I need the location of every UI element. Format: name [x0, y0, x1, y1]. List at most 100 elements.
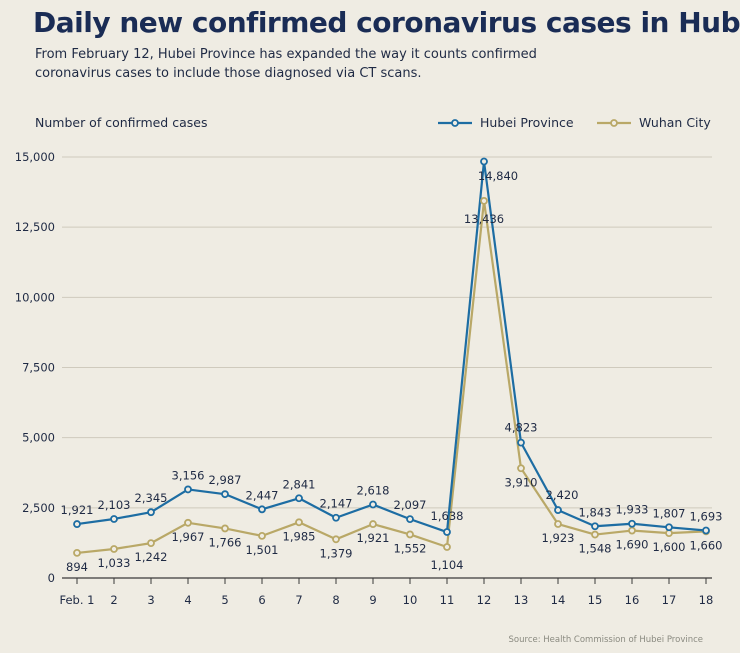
x-tick-label: 12: [477, 593, 492, 607]
data-label: 1,766: [209, 535, 242, 549]
data-point: [517, 464, 525, 473]
data-label: 894: [66, 560, 88, 574]
data-point: [258, 505, 266, 514]
data-point: [369, 500, 377, 509]
data-point: [480, 196, 488, 205]
data-label: 2,987: [209, 473, 242, 487]
x-tick-label: 6: [258, 593, 265, 607]
chart-subtitle: From February 12, Hubei Province has exp…: [35, 47, 537, 81]
data-point: [332, 535, 340, 544]
data-label: 1,501: [246, 543, 279, 557]
data-label: 1,693: [690, 509, 723, 523]
data-label: 2,103: [98, 498, 131, 512]
legend-label-hubei: Hubei Province: [480, 115, 574, 130]
data-point: [443, 528, 451, 536]
x-tick-label: Feb. 1: [60, 593, 95, 607]
data-point: [147, 508, 155, 517]
data-point: [184, 485, 192, 494]
data-point: [628, 519, 636, 528]
data-label: 1,807: [653, 506, 686, 520]
x-tick-label: 15: [588, 593, 603, 607]
x-tick-label: 9: [369, 593, 376, 607]
data-point: [554, 506, 562, 514]
y-tick-label: 7,500: [22, 361, 55, 375]
series-line-wuhan: [76, 199, 707, 555]
data-label: 2,618: [357, 484, 390, 498]
legend-marker: [610, 119, 618, 127]
data-label: 1,548: [579, 542, 612, 556]
data-point: [73, 520, 81, 528]
data-point: [406, 530, 414, 539]
data-label: 1,033: [98, 556, 131, 570]
data-point: [406, 515, 414, 524]
data-label: 1,985: [283, 529, 316, 543]
data-label: 14,840: [478, 169, 518, 183]
x-tick-label: 10: [403, 593, 418, 607]
data-point: [702, 526, 710, 535]
y-tick-label: 5,000: [22, 431, 55, 445]
data-label: 1,921: [357, 531, 390, 545]
chart-title: Daily new confirmed coronavirus cases in…: [33, 6, 740, 39]
data-point: [110, 545, 118, 553]
data-label: 1,104: [431, 558, 464, 572]
data-point: [554, 520, 562, 528]
data-point: [665, 523, 673, 532]
x-tick-label: 8: [332, 593, 339, 607]
data-point: [147, 539, 155, 548]
x-tick-label: 4: [184, 593, 191, 607]
gridlines: [62, 156, 712, 509]
data-point: [369, 520, 377, 528]
data-label: 1,638: [431, 509, 464, 523]
data-point: [628, 526, 636, 535]
y-tick-label: 15,000: [15, 150, 55, 164]
data-point: [443, 543, 451, 551]
x-tick-label: 13: [514, 593, 529, 607]
x-tick-label: 11: [440, 593, 455, 607]
y-axis-title: Number of confirmed cases: [35, 115, 207, 130]
data-label: 2,420: [546, 488, 579, 502]
x-tick-label: 17: [662, 593, 677, 607]
data-label: 2,841: [283, 477, 316, 491]
data-label: 1,933: [616, 503, 649, 517]
y-tick-label: 2,500: [22, 501, 55, 515]
data-label: 1,379: [320, 546, 353, 560]
x-tick-label: 5: [221, 593, 228, 607]
data-label: 2,447: [246, 488, 279, 502]
data-point: [591, 522, 599, 531]
data-label: 3,156: [172, 468, 205, 482]
data-labels: 1,921 2,103 2,345 3,156 2,987 2,447 2,841 2,147…: [61, 169, 723, 574]
series-line-hubei: [76, 160, 707, 534]
y-tick-label: 10,000: [15, 290, 55, 304]
legend: Hubei Province Wuhan City: [438, 115, 711, 130]
data-point: [517, 438, 525, 447]
data-label: 1,967: [172, 530, 205, 544]
legend-label-wuhan: Wuhan City: [639, 115, 711, 130]
data-label: 1,690: [616, 538, 649, 552]
data-point: [184, 518, 192, 527]
data-label: 1,600: [653, 540, 686, 554]
data-label: 13,436: [464, 212, 504, 226]
data-label: 1,552: [394, 541, 427, 555]
x-tick-label: 3: [147, 593, 154, 607]
data-label: 2,097: [394, 498, 427, 512]
data-label: 2,345: [135, 491, 168, 505]
x-tick-label: 7: [295, 593, 302, 607]
data-point: [332, 513, 340, 522]
data-label: 1,660: [690, 538, 723, 552]
x-tick-label: 16: [625, 593, 640, 607]
x-tick-label: 14: [551, 593, 566, 607]
data-label: 2,147: [320, 497, 353, 511]
data-label: 1,921: [61, 503, 94, 517]
data-label: 1,923: [542, 531, 575, 545]
data-point: [295, 518, 303, 527]
data-point: [258, 531, 266, 540]
x-tick-label: 18: [699, 593, 714, 607]
series-lines: [76, 160, 707, 555]
data-label: 1,242: [135, 550, 168, 564]
data-point: [591, 530, 599, 539]
data-point: [221, 524, 229, 533]
data-point: [110, 515, 118, 523]
x-tick-label: 2: [110, 593, 117, 607]
data-label: 3,910: [505, 475, 538, 489]
